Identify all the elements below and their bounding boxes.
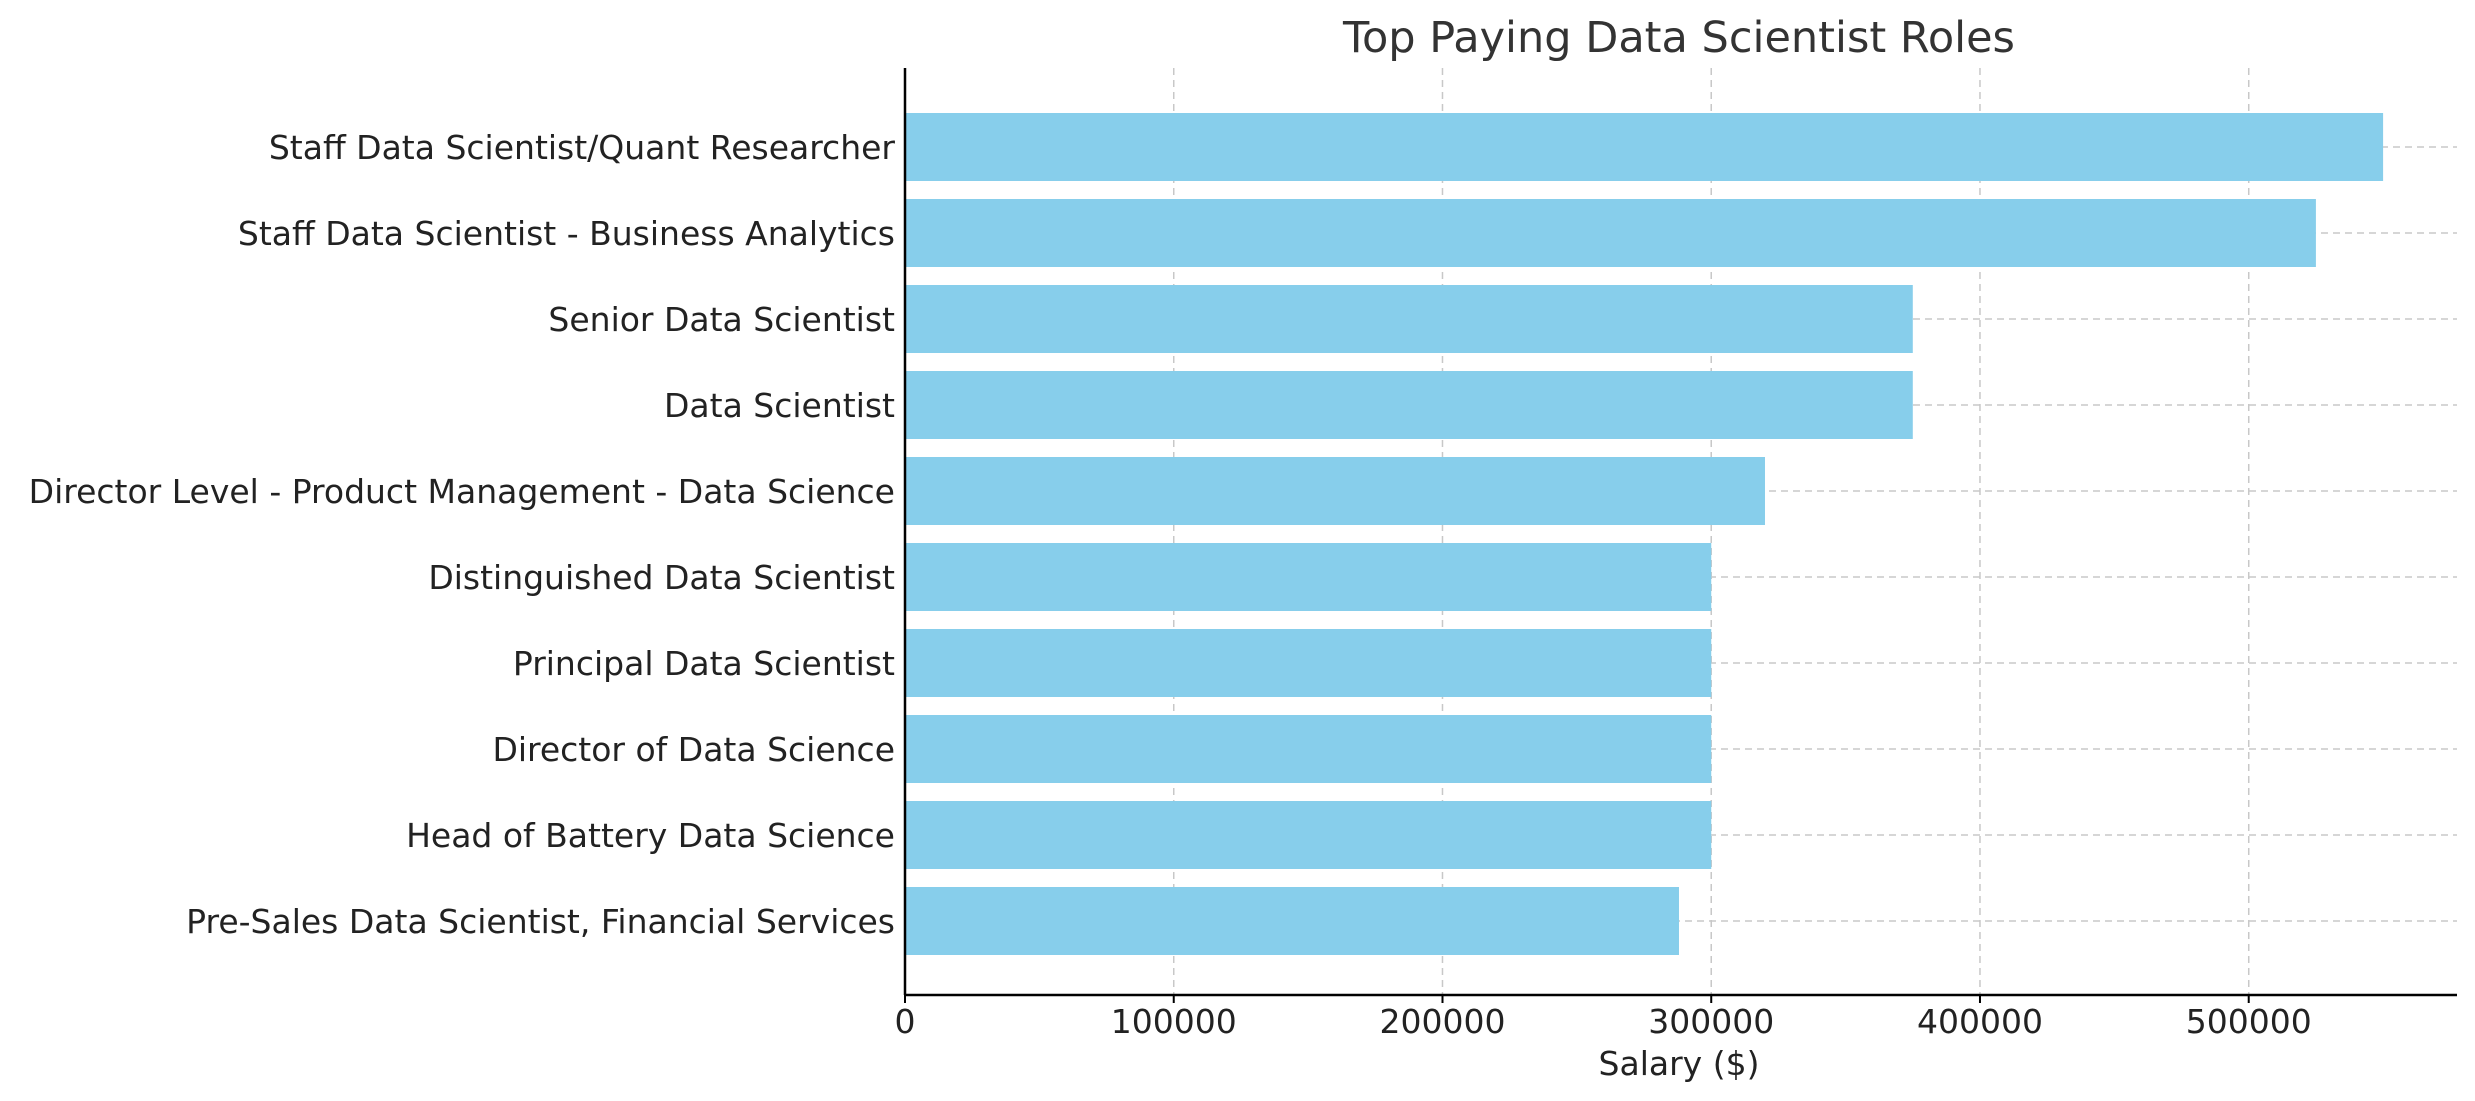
bar: [905, 887, 1679, 955]
category-labels: Staff Data Scientist/Quant Researcher Sta…: [29, 128, 896, 941]
bar: [905, 457, 1765, 525]
category-label: Pre-Sales Data Scientist, Financial Serv…: [186, 902, 895, 941]
bar: [905, 543, 1712, 611]
x-tick-label: 0: [895, 1002, 916, 1041]
category-label: Data Scientist: [664, 386, 895, 425]
x-tick-label: 200000: [1379, 1002, 1505, 1041]
category-label: Principal Data Scientist: [513, 644, 895, 683]
bar: [905, 801, 1712, 869]
bar: [905, 629, 1712, 697]
bar: [905, 199, 2316, 267]
x-tick-label: 300000: [1648, 1002, 1774, 1041]
x-ticks: 0 100000 200000 300000 400000 500000: [895, 995, 2312, 1041]
x-tick-label: 500000: [2186, 1002, 2312, 1041]
category-label: Head of Battery Data Science: [406, 816, 895, 855]
x-axis-label: Salary ($): [1599, 1044, 1760, 1083]
category-label: Staff Data Scientist - Business Analytic…: [238, 214, 895, 253]
x-tick-label: 100000: [1111, 1002, 1237, 1041]
bar: [905, 285, 1913, 353]
category-label: Senior Data Scientist: [548, 300, 895, 339]
chart-title: Top Paying Data Scientist Roles: [1342, 13, 2015, 63]
bar: [905, 113, 2384, 181]
category-label: Distinguished Data Scientist: [428, 558, 895, 597]
bar: [905, 371, 1913, 439]
x-tick-label: 400000: [1917, 1002, 2043, 1041]
bar: [905, 715, 1712, 783]
category-label: Staff Data Scientist/Quant Researcher: [269, 128, 896, 167]
axes: [903, 68, 2457, 997]
category-label: Director of Data Science: [492, 730, 895, 769]
category-label: Director Level - Product Management - Da…: [29, 472, 895, 511]
bars: [905, 113, 2384, 955]
